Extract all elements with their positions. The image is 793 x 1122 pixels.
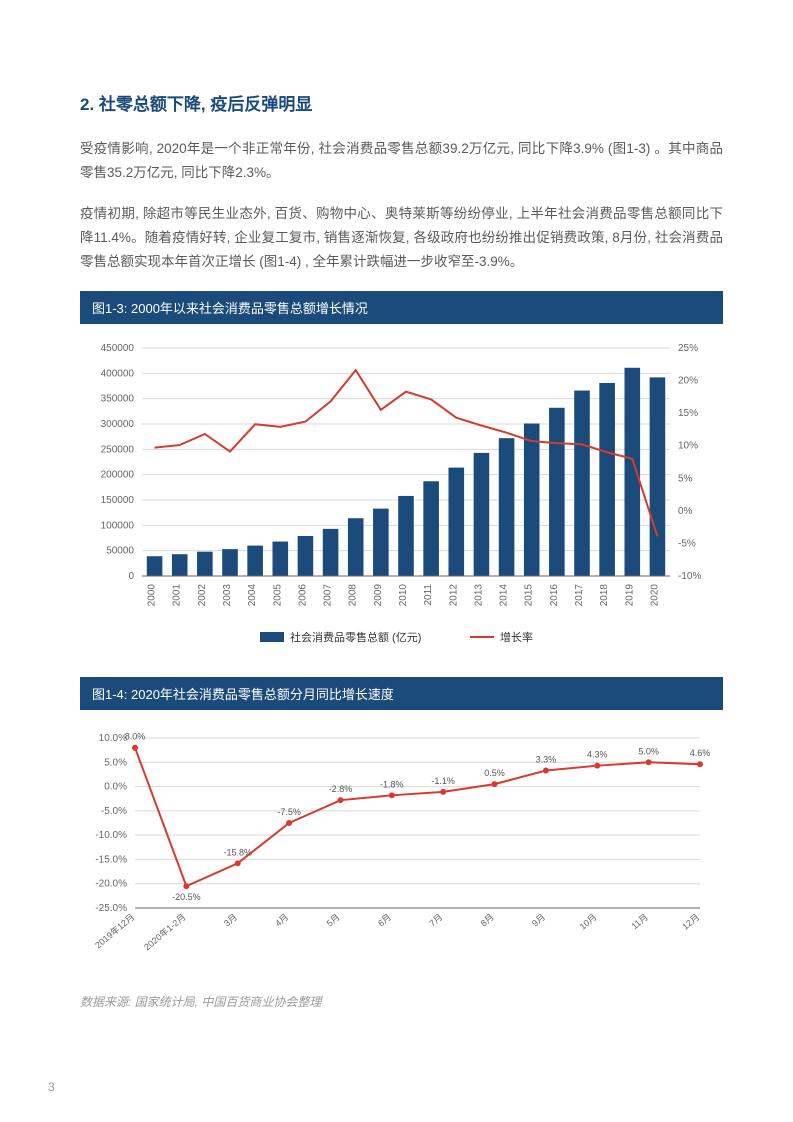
paragraph-2: 疫情初期, 除超市等民生业态外, 百货、购物中心、奥特莱斯等纷纷停业, 上半年社… (80, 202, 723, 273)
svg-text:4月: 4月 (273, 912, 290, 929)
svg-text:8.0%: 8.0% (125, 732, 146, 742)
svg-text:2016: 2016 (549, 584, 560, 607)
svg-text:-20.5%: -20.5% (172, 892, 201, 902)
svg-text:7月: 7月 (427, 912, 444, 929)
svg-text:社会消费品零售总额 (亿元): 社会消费品零售总额 (亿元) (290, 630, 421, 644)
svg-text:5月: 5月 (325, 912, 342, 929)
svg-text:-15.8%: -15.8% (223, 847, 252, 857)
svg-text:5%: 5% (678, 473, 693, 484)
svg-text:2019年12月: 2019年12月 (92, 911, 136, 950)
svg-text:5.0%: 5.0% (638, 746, 659, 756)
svg-text:2020年1-2月: 2020年1-2月 (141, 911, 187, 952)
svg-text:20%: 20% (678, 376, 698, 387)
svg-text:11月: 11月 (629, 912, 649, 931)
chart2-svg: -25.0% -20.0% -15.0% -10.0% -5.0% 0.0% 5.0% 10.… (80, 720, 720, 970)
svg-text:25%: 25% (678, 343, 698, 354)
svg-text:3.3%: 3.3% (536, 755, 557, 765)
svg-text:-1.8%: -1.8% (380, 779, 404, 789)
svg-text:2005: 2005 (272, 584, 283, 607)
svg-text:2003: 2003 (222, 584, 233, 607)
svg-text:4.3%: 4.3% (587, 750, 608, 760)
svg-text:50000: 50000 (106, 546, 134, 557)
svg-text:2004: 2004 (247, 584, 258, 607)
svg-text:3月: 3月 (222, 912, 239, 929)
svg-text:-5%: -5% (678, 539, 696, 550)
svg-text:0: 0 (128, 571, 134, 582)
svg-text:2006: 2006 (297, 584, 308, 607)
svg-text:-1.1%: -1.1% (431, 776, 455, 786)
chart1-container: 0 50000 100000 150000 200000 250000 300000 3500… (80, 334, 723, 659)
svg-text:300000: 300000 (101, 419, 135, 430)
svg-text:8月: 8月 (479, 912, 496, 929)
svg-text:-15.0%: -15.0% (95, 855, 127, 866)
svg-text:2013: 2013 (473, 584, 484, 607)
svg-text:2017: 2017 (574, 584, 585, 607)
chart2-container: -25.0% -20.0% -15.0% -10.0% -5.0% 0.0% 5.0% 10.… (80, 720, 723, 975)
svg-text:450000: 450000 (101, 343, 135, 354)
svg-text:-10.0%: -10.0% (95, 830, 127, 841)
svg-text:5.0%: 5.0% (104, 757, 127, 768)
svg-text:2009: 2009 (373, 584, 384, 607)
svg-text:12月: 12月 (680, 912, 701, 932)
svg-text:6月: 6月 (376, 912, 393, 929)
svg-text:0.5%: 0.5% (484, 768, 505, 778)
svg-text:-10%: -10% (678, 571, 701, 582)
svg-text:2015: 2015 (524, 584, 535, 607)
svg-text:-20.0%: -20.0% (95, 879, 127, 890)
svg-text:2007: 2007 (323, 584, 334, 607)
chart1-svg: 0 50000 100000 150000 200000 250000 300000 3500… (80, 334, 720, 654)
svg-text:2020: 2020 (649, 584, 660, 607)
svg-text:-5.0%: -5.0% (101, 806, 127, 817)
chart1-title: 图1-3: 2000年以来社会消费品零售总额增长情况 (80, 291, 723, 324)
chart2-title: 图1-4: 2020年社会消费品零售总额分月同比增长速度 (80, 677, 723, 710)
page-number: 3 (48, 1080, 55, 1094)
svg-text:4.6%: 4.6% (690, 748, 711, 758)
svg-text:-25.0%: -25.0% (95, 903, 127, 914)
svg-text:2002: 2002 (197, 584, 208, 607)
svg-text:150000: 150000 (101, 495, 135, 506)
svg-text:2018: 2018 (599, 584, 610, 607)
svg-text:10%: 10% (678, 441, 698, 452)
svg-text:15%: 15% (678, 408, 698, 419)
svg-text:9月: 9月 (530, 912, 547, 929)
svg-text:2001: 2001 (172, 584, 183, 607)
svg-text:350000: 350000 (101, 394, 135, 405)
svg-text:2000: 2000 (147, 584, 158, 607)
svg-text:2014: 2014 (499, 584, 510, 607)
svg-text:2010: 2010 (398, 584, 409, 607)
svg-text:-2.8%: -2.8% (329, 784, 353, 794)
svg-text:-7.5%: -7.5% (277, 807, 301, 817)
svg-text:10.0%: 10.0% (99, 733, 127, 744)
svg-text:0.0%: 0.0% (104, 782, 127, 793)
source-note: 数据来源: 国家统计局, 中国百货商业协会整理 (80, 993, 723, 1010)
svg-text:2008: 2008 (348, 584, 359, 607)
svg-text:增长率: 增长率 (500, 630, 533, 644)
svg-text:2012: 2012 (448, 584, 459, 607)
section-title: 2. 社零总额下降, 疫后反弹明显 (80, 90, 723, 115)
svg-text:250000: 250000 (101, 444, 135, 455)
svg-text:200000: 200000 (101, 470, 135, 481)
svg-text:10月: 10月 (578, 912, 599, 932)
svg-text:2011: 2011 (423, 584, 434, 606)
svg-text:400000: 400000 (101, 368, 135, 379)
svg-text:0%: 0% (678, 506, 693, 517)
svg-text:100000: 100000 (101, 520, 135, 531)
svg-text:2019: 2019 (624, 584, 635, 607)
paragraph-1: 受疫情影响, 2020年是一个非正常年份, 社会消费品零售总额39.2万亿元, … (80, 137, 723, 184)
